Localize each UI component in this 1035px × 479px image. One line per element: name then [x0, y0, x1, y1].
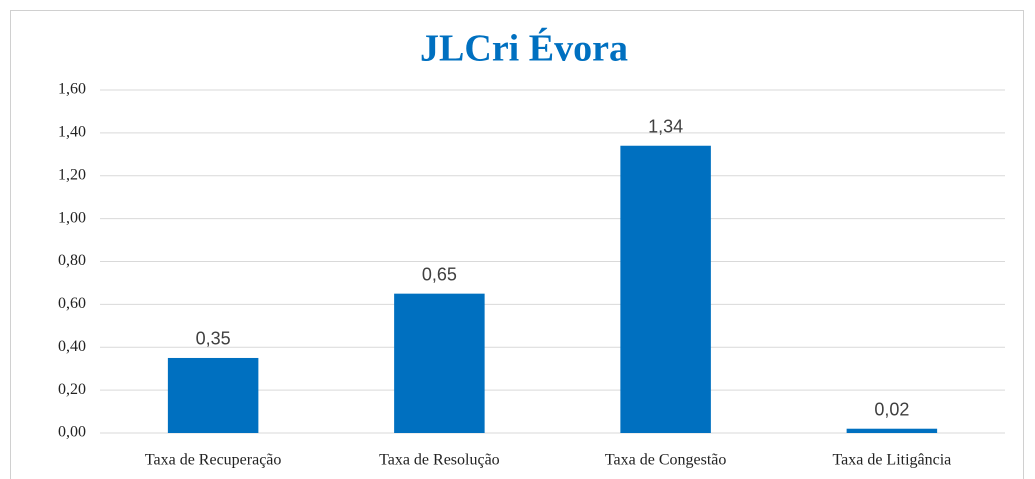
- x-tick-label: Taxa de Resolução: [379, 452, 500, 469]
- data-label: 1,34: [648, 116, 683, 136]
- y-tick-label: 1,40: [58, 124, 86, 141]
- chart-title: JLCri Évora: [420, 28, 628, 70]
- bar: [620, 145, 711, 434]
- x-tick-label: Taxa de Recuperação: [145, 452, 282, 469]
- y-tick-label: 0,40: [58, 338, 86, 355]
- y-tick-label: 1,00: [58, 209, 86, 226]
- data-label: 0,02: [874, 399, 909, 419]
- y-tick-label: 1,20: [58, 166, 86, 183]
- bar: [167, 357, 259, 433]
- bar: [846, 428, 938, 433]
- data-label: 0,35: [196, 329, 231, 349]
- y-tick-label: 0,20: [58, 381, 86, 398]
- y-tick-label: 1,60: [58, 81, 86, 98]
- x-tick-label: Taxa de Congestão: [605, 452, 727, 469]
- y-tick-label: 0,60: [58, 295, 86, 312]
- bar: [394, 293, 485, 433]
- x-tick-label: Taxa de Litigância: [832, 452, 951, 469]
- chart-border: [10, 10, 1024, 479]
- y-tick-label: 0,80: [58, 252, 86, 269]
- y-tick-label: 0,00: [58, 424, 86, 441]
- data-label: 0,65: [422, 264, 457, 284]
